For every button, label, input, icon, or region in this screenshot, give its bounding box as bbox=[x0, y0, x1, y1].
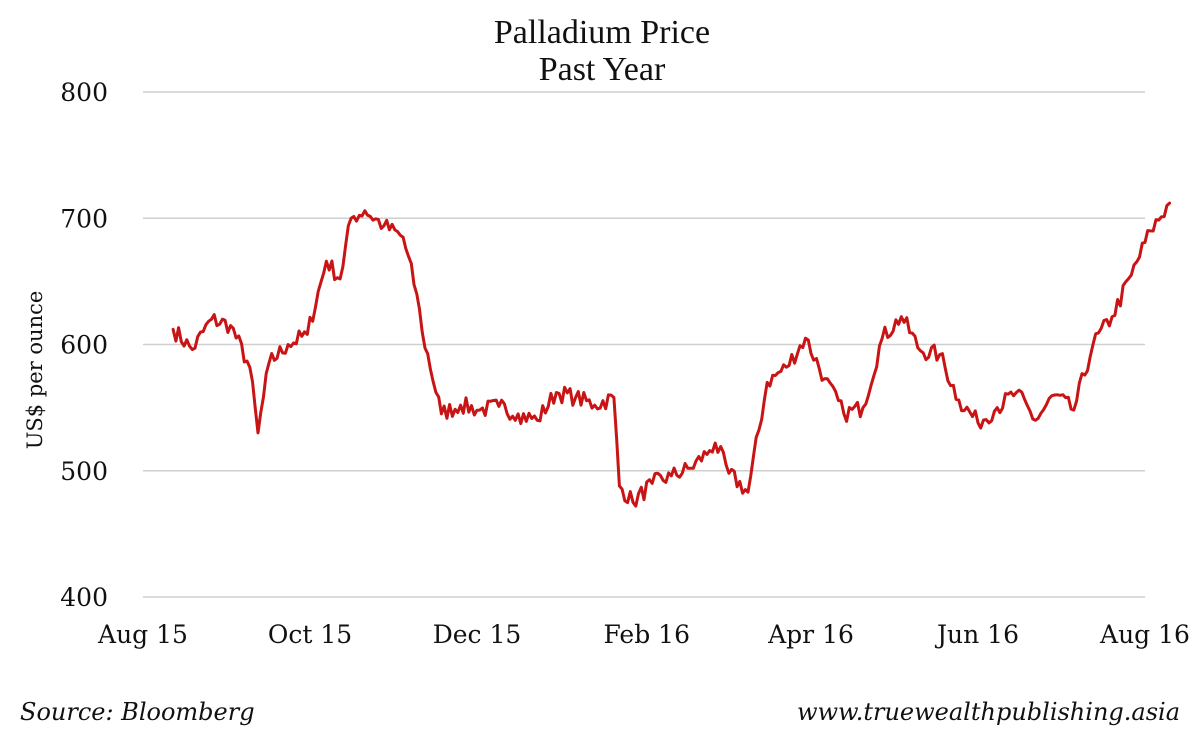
chart-title-line: Past Year bbox=[539, 51, 666, 88]
x-tick-label: Oct 15 bbox=[268, 620, 352, 649]
x-tick-label: Aug 16 bbox=[1099, 620, 1190, 649]
y-axis-ticks: 400 500 600 700 800 bbox=[60, 78, 108, 612]
website-caption: www.truewealthpublishing.asia bbox=[796, 698, 1180, 726]
x-tick-label: Jun 16 bbox=[934, 620, 1019, 649]
y-tick-label: 700 bbox=[60, 204, 108, 233]
y-tick-label: 400 bbox=[60, 583, 108, 612]
gridlines bbox=[143, 91, 1145, 598]
plot-area bbox=[171, 201, 1172, 508]
x-tick-label: Apr 16 bbox=[767, 620, 854, 649]
y-tick-label: 500 bbox=[60, 457, 108, 486]
source-caption: Source: Bloomberg bbox=[20, 698, 255, 726]
x-tick-label: Feb 16 bbox=[603, 620, 690, 649]
price-series-line bbox=[171, 201, 1172, 508]
y-tick-label: 600 bbox=[60, 331, 108, 360]
x-tick-label: Aug 15 bbox=[97, 620, 188, 649]
y-axis-label: US$ per ounce bbox=[23, 291, 47, 450]
y-tick-label: 800 bbox=[60, 78, 108, 107]
chart-title-line: Palladium Price bbox=[494, 14, 710, 51]
x-tick-label: Dec 15 bbox=[433, 620, 522, 649]
x-axis-ticks: Aug 15 Oct 15 Dec 15 Feb 16 Apr 16 Jun 16 Aug … bbox=[97, 620, 1190, 649]
